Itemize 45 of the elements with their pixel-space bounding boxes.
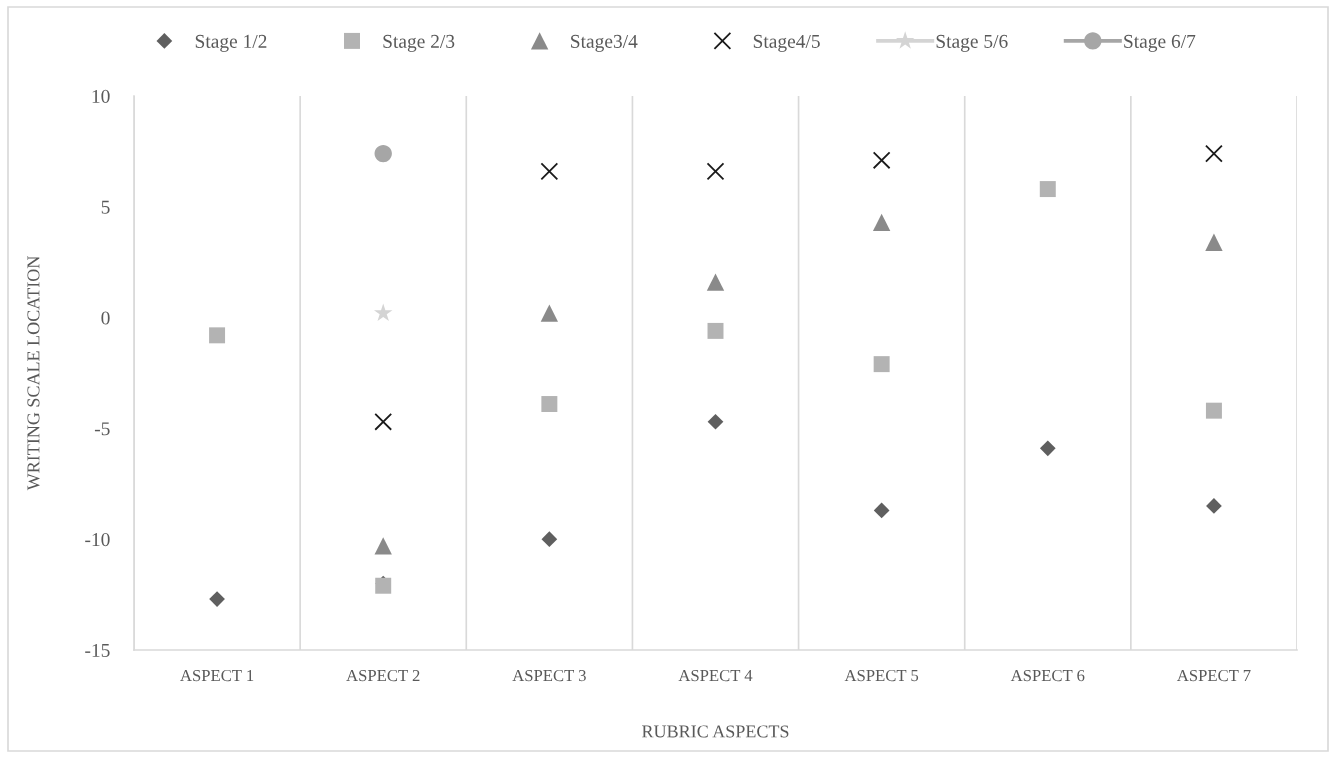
x-tick-label: ASPECT 7	[1176, 669, 1251, 682]
point	[1039, 440, 1056, 457]
x-tick-label: ASPECT 2	[346, 669, 420, 682]
y-tick-label: 5	[101, 200, 110, 214]
x-tick-label: ASPECT 3	[512, 669, 586, 682]
y-tick-label: 0	[101, 311, 110, 325]
point	[872, 213, 891, 231]
point	[706, 162, 725, 181]
legend-label: Stage 2/3	[383, 34, 455, 52]
point	[873, 502, 890, 519]
y-axis-title: WRITING SCALE LOCATION	[27, 256, 40, 491]
legend-label: Stage 5/6	[936, 34, 1008, 52]
point	[373, 303, 393, 322]
y-tick-label: -10	[85, 533, 110, 547]
point	[707, 413, 724, 430]
y-tick-label: -5	[94, 422, 110, 436]
point	[374, 537, 392, 555]
point	[707, 322, 724, 339]
point	[541, 396, 558, 413]
point	[540, 304, 559, 322]
legend-label: Stage 6/7	[1124, 34, 1196, 52]
point	[872, 151, 891, 170]
point	[374, 144, 392, 163]
y-tick-label: 10	[92, 89, 110, 103]
point	[1205, 233, 1223, 251]
point	[209, 327, 226, 344]
point	[706, 273, 725, 291]
point	[209, 591, 225, 607]
point	[1205, 144, 1223, 163]
x-tick-label: ASPECT 6	[1010, 669, 1085, 682]
point	[1039, 181, 1056, 198]
x-axis-title: RUBRIC ASPECTS	[642, 725, 789, 738]
x-tick-label: ASPECT 5	[844, 669, 919, 682]
y-tick-label: -15	[85, 643, 110, 657]
point	[540, 162, 559, 181]
point	[541, 531, 558, 548]
legend-label: Stage 1/2	[195, 34, 267, 52]
point	[1206, 498, 1222, 514]
point	[873, 356, 890, 373]
legend-label: Stage4/5	[753, 34, 820, 52]
point	[1205, 402, 1222, 419]
x-tick-label: ASPECT 4	[678, 669, 753, 682]
legend-label: Stage3/4	[571, 34, 638, 52]
point	[374, 412, 393, 431]
x-tick-label: ASPECT 1	[180, 669, 254, 682]
